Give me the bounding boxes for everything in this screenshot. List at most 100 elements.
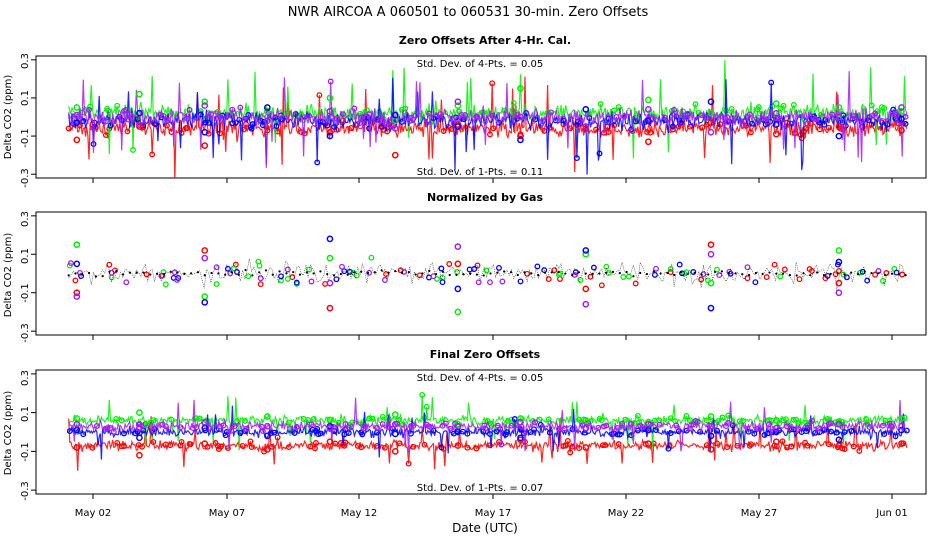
plot-frame bbox=[35, 369, 927, 495]
normalized-point bbox=[645, 272, 649, 276]
normalized-point bbox=[169, 270, 172, 273]
red-marker bbox=[163, 122, 170, 129]
normalized-point bbox=[135, 271, 138, 274]
purple-marker bbox=[284, 266, 291, 273]
green-marker bbox=[795, 419, 802, 426]
blue-point bbox=[772, 121, 780, 128]
purple-marker bbox=[217, 114, 223, 121]
x-tick-label: Jun 01 bbox=[875, 508, 908, 519]
purple-marker bbox=[555, 425, 562, 432]
normalized-point bbox=[897, 273, 900, 276]
purple-point bbox=[898, 422, 905, 430]
red-point bbox=[136, 451, 143, 459]
purple-point bbox=[263, 117, 271, 125]
normalized-point bbox=[74, 272, 77, 275]
normalized-point bbox=[251, 274, 254, 277]
red-point bbox=[73, 444, 81, 451]
purple-marker bbox=[383, 121, 390, 128]
blue-marker bbox=[271, 429, 278, 436]
normalized-point bbox=[319, 270, 322, 273]
green-marker bbox=[284, 275, 291, 282]
y-tick-label: -0.1 bbox=[20, 283, 31, 303]
normalized-point bbox=[448, 273, 451, 277]
red-marker bbox=[698, 276, 705, 283]
purple-point bbox=[645, 420, 652, 428]
purple-marker bbox=[243, 425, 249, 432]
purple-marker bbox=[379, 421, 386, 428]
red-point bbox=[835, 279, 843, 287]
normalized-point bbox=[128, 271, 131, 274]
normalized-point bbox=[605, 271, 608, 274]
normalized-point bbox=[121, 273, 125, 276]
purple-point bbox=[454, 98, 462, 106]
blue-marker bbox=[471, 266, 478, 272]
blue-marker bbox=[439, 279, 446, 286]
blue-point bbox=[772, 428, 780, 436]
normalized-point bbox=[836, 272, 839, 275]
normalized-point bbox=[557, 270, 560, 274]
normalized-point bbox=[829, 272, 832, 276]
red-marker bbox=[781, 266, 788, 273]
blue-point bbox=[391, 430, 399, 438]
y-axis-label: Delta CO2 (ppm) bbox=[3, 75, 14, 160]
panel-final-zero-offsets: Final Zero Offsets Delta CO2 (ppm) -0.3 … bbox=[3, 348, 927, 501]
green-marker bbox=[305, 417, 312, 423]
normalized-point bbox=[754, 271, 757, 275]
green-noise bbox=[68, 60, 908, 159]
normalized-point bbox=[244, 268, 247, 272]
normalized-point bbox=[850, 271, 853, 274]
green-point bbox=[835, 104, 843, 111]
blue-point bbox=[391, 111, 399, 119]
red-marker bbox=[836, 267, 842, 274]
normalized-point bbox=[264, 269, 268, 272]
blue-marker bbox=[341, 268, 348, 275]
normalized-point bbox=[571, 273, 574, 277]
purple-point bbox=[707, 128, 715, 136]
green-marker bbox=[245, 273, 252, 280]
red-point bbox=[898, 440, 905, 447]
normalized-point bbox=[530, 272, 533, 275]
normalized-point bbox=[332, 274, 336, 277]
green-marker bbox=[350, 269, 357, 276]
green-point bbox=[582, 250, 590, 258]
blue-marker bbox=[590, 264, 597, 271]
green-point bbox=[263, 107, 271, 115]
normalized-point bbox=[788, 273, 792, 277]
green-point bbox=[772, 417, 780, 424]
blue-marker bbox=[651, 271, 658, 278]
red-marker bbox=[593, 126, 600, 133]
red-marker bbox=[667, 269, 674, 276]
normalized-point bbox=[237, 273, 240, 276]
blue-point bbox=[707, 98, 715, 106]
green-point bbox=[707, 109, 715, 117]
blue-point bbox=[73, 260, 81, 268]
red-point bbox=[645, 440, 652, 447]
normalized-point bbox=[747, 273, 751, 277]
purple-point bbox=[73, 293, 81, 300]
red-point bbox=[454, 260, 462, 268]
plot-frame bbox=[35, 55, 927, 179]
red-point bbox=[582, 444, 590, 451]
normalized-point bbox=[101, 275, 104, 278]
red-marker bbox=[796, 276, 803, 283]
normalized-point bbox=[475, 273, 479, 276]
normalized-point bbox=[455, 273, 458, 276]
blue-marker bbox=[864, 277, 871, 284]
red-point bbox=[263, 446, 271, 453]
normalized-point bbox=[285, 272, 288, 275]
x-tick-label: May 07 bbox=[209, 508, 246, 519]
blue-marker bbox=[496, 264, 502, 271]
green-point bbox=[454, 308, 462, 316]
blue-marker bbox=[690, 269, 697, 275]
purple-marker bbox=[308, 278, 315, 285]
purple-noise bbox=[68, 71, 909, 168]
blue-noise bbox=[78, 261, 900, 286]
std-dev-1pts-note: Std. Dev. of 1-Pts. = 0.11 bbox=[417, 167, 543, 178]
normalized-point bbox=[639, 271, 642, 275]
green-point bbox=[835, 247, 843, 254]
red-marker bbox=[416, 272, 423, 279]
panel-normalized-by-gas: Normalized by Gas Delta CO2 (ppm) -0.3 -… bbox=[3, 191, 927, 343]
purple-marker bbox=[174, 276, 181, 283]
normalized-point bbox=[802, 272, 805, 275]
normalized-point bbox=[414, 273, 417, 276]
